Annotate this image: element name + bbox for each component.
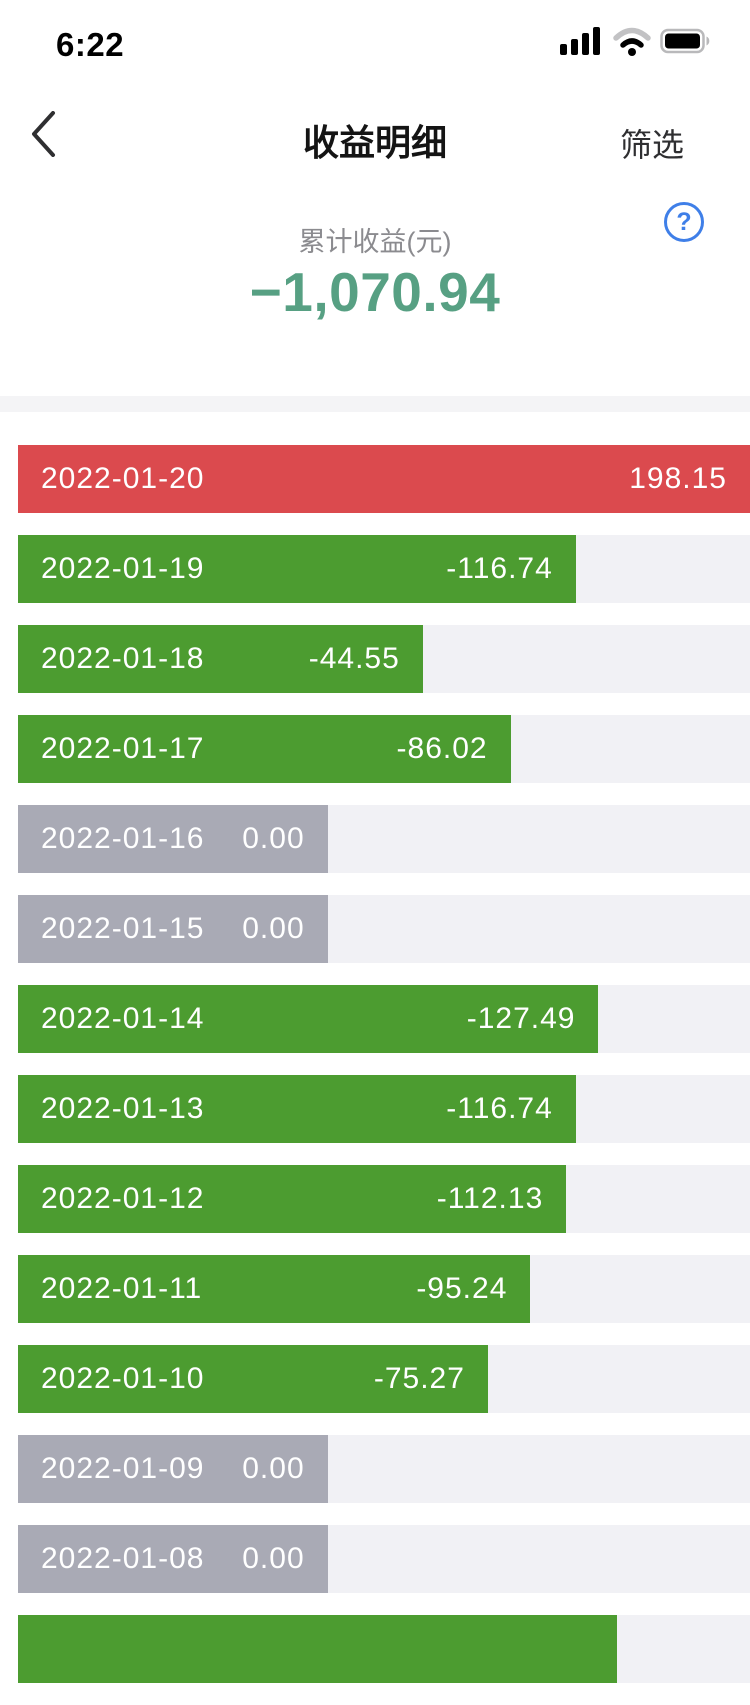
daily-return-bar: 2022-01-15 0.00 bbox=[18, 895, 328, 963]
cellular-signal-icon bbox=[560, 26, 604, 61]
daily-return-bar: 2022-01-09 0.00 bbox=[18, 1435, 328, 1503]
daily-return-row[interactable]: 2022-01-09 0.00 bbox=[18, 1435, 750, 1503]
filter-button[interactable]: 筛选 bbox=[619, 127, 684, 163]
row-value: 0.00 bbox=[242, 822, 305, 855]
daily-return-row[interactable]: 2022-01-08 0.00 bbox=[18, 1525, 750, 1593]
daily-return-row[interactable]: 2022-01-20 198.15 bbox=[18, 445, 750, 513]
daily-return-row[interactable]: 2022-01-12 -112.13 bbox=[18, 1165, 750, 1233]
daily-return-bar: 2022-01-10 -75.27 bbox=[18, 1345, 488, 1413]
cumulative-return-value: −1,070.94 bbox=[249, 261, 501, 323]
daily-return-bar: 2022-01-11 -95.24 bbox=[18, 1255, 531, 1323]
wifi-icon bbox=[612, 26, 652, 61]
row-date: 2022-01-10 bbox=[41, 1362, 205, 1395]
row-value: -112.13 bbox=[436, 1182, 544, 1215]
daily-return-row[interactable]: 2022-01-18 -44.55 bbox=[18, 625, 750, 693]
row-date: 2022-01-20 bbox=[41, 462, 205, 495]
daily-return-row[interactable] bbox=[18, 1615, 750, 1683]
row-date: 2022-01-17 bbox=[41, 732, 205, 765]
cumulative-return-label: 累计收益(元) bbox=[298, 227, 452, 257]
row-value: 0.00 bbox=[242, 1452, 305, 1485]
daily-return-bar: 2022-01-17 -86.02 bbox=[18, 715, 511, 783]
page-title: 收益明细 bbox=[302, 122, 447, 163]
row-value: 0.00 bbox=[242, 912, 305, 945]
daily-return-bar: 2022-01-08 0.00 bbox=[18, 1525, 328, 1593]
battery-icon bbox=[660, 26, 712, 61]
daily-return-bar: 2022-01-16 0.00 bbox=[18, 805, 328, 873]
section-divider bbox=[0, 396, 750, 412]
daily-return-row[interactable]: 2022-01-16 0.00 bbox=[18, 805, 750, 873]
back-button[interactable] bbox=[30, 110, 64, 162]
row-value: -127.49 bbox=[466, 1002, 576, 1035]
row-date: 2022-01-09 bbox=[41, 1452, 205, 1485]
status-icons bbox=[560, 26, 712, 61]
row-date: 2022-01-15 bbox=[41, 912, 205, 945]
row-date: 2022-01-19 bbox=[41, 552, 205, 585]
help-icon[interactable]: ? bbox=[664, 202, 704, 242]
daily-return-bar: 2022-01-14 -127.49 bbox=[18, 985, 599, 1053]
daily-returns-list: 2022-01-20 198.15 2022-01-19 -116.74 202… bbox=[18, 445, 750, 1705]
back-chevron-icon bbox=[30, 110, 56, 162]
row-value: -86.02 bbox=[396, 732, 488, 765]
daily-return-bar: 2022-01-13 -116.74 bbox=[18, 1075, 576, 1143]
row-value: -116.74 bbox=[446, 1092, 553, 1125]
daily-return-row[interactable]: 2022-01-10 -75.27 bbox=[18, 1345, 750, 1413]
daily-return-bar: 2022-01-18 -44.55 bbox=[18, 625, 423, 693]
row-value: 198.15 bbox=[629, 462, 727, 495]
row-value: -44.55 bbox=[308, 642, 400, 675]
daily-return-bar: 2022-01-19 -116.74 bbox=[18, 535, 576, 603]
row-value: 0.00 bbox=[242, 1542, 305, 1575]
row-date: 2022-01-18 bbox=[41, 642, 205, 675]
row-value: -95.24 bbox=[416, 1272, 508, 1305]
status-time: 6:22 bbox=[56, 26, 125, 63]
daily-return-bar: 2022-01-12 -112.13 bbox=[18, 1165, 567, 1233]
row-date: 2022-01-14 bbox=[41, 1002, 205, 1035]
row-date: 2022-01-12 bbox=[41, 1182, 205, 1215]
row-date: 2022-01-16 bbox=[41, 822, 205, 855]
daily-return-row[interactable]: 2022-01-19 -116.74 bbox=[18, 535, 750, 603]
row-date: 2022-01-13 bbox=[41, 1092, 205, 1125]
daily-return-row[interactable]: 2022-01-13 -116.74 bbox=[18, 1075, 750, 1143]
row-date: 2022-01-11 bbox=[41, 1272, 203, 1305]
daily-return-bar bbox=[18, 1615, 617, 1683]
row-value: -116.74 bbox=[446, 552, 553, 585]
row-value: -75.27 bbox=[373, 1362, 465, 1395]
daily-return-row[interactable]: 2022-01-15 0.00 bbox=[18, 895, 750, 963]
daily-return-bar: 2022-01-20 198.15 bbox=[18, 445, 750, 513]
row-date: 2022-01-08 bbox=[41, 1542, 205, 1575]
daily-return-row[interactable]: 2022-01-11 -95.24 bbox=[18, 1255, 750, 1323]
daily-return-row[interactable]: 2022-01-14 -127.49 bbox=[18, 985, 750, 1053]
daily-return-row[interactable]: 2022-01-17 -86.02 bbox=[18, 715, 750, 783]
